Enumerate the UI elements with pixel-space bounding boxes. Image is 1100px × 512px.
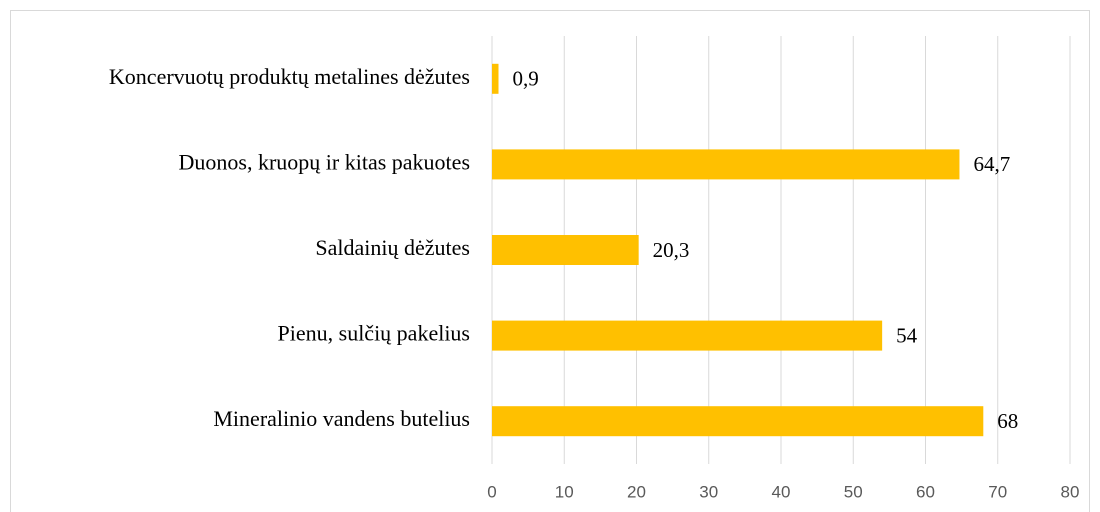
x-tick-label: 0 [487, 482, 496, 501]
x-tick-label: 10 [555, 482, 574, 501]
bar [492, 235, 639, 265]
y-tick-label: Pienu, sulčių pakelius [278, 321, 470, 346]
value-label: 68 [997, 409, 1018, 433]
bar [492, 406, 984, 437]
x-tick-label: 50 [844, 482, 863, 501]
x-tick-label: 70 [988, 482, 1007, 501]
bar [492, 320, 883, 351]
bar [492, 149, 960, 180]
chart-frame [10, 10, 1090, 512]
y-tick-label: Koncervuotų produktų metalines dėžutes [109, 64, 470, 89]
value-label: 0,9 [513, 67, 539, 91]
x-tick-label: 30 [699, 482, 718, 501]
x-tick-label: 40 [772, 482, 791, 501]
y-tick-label: Mineralinio vandens butelius [213, 406, 470, 431]
x-tick-label: 60 [916, 482, 935, 501]
y-tick-label: Duonos, kruopų ir kitas pakuotes [179, 149, 470, 174]
bar [492, 63, 499, 94]
value-label: 20,3 [653, 238, 690, 262]
x-tick-label: 80 [1061, 482, 1080, 501]
x-tick-label: 20 [627, 482, 646, 501]
y-tick-label: Saldainių dėžutes [315, 235, 470, 260]
value-label: 64,7 [973, 152, 1010, 176]
value-label: 54 [896, 323, 918, 347]
